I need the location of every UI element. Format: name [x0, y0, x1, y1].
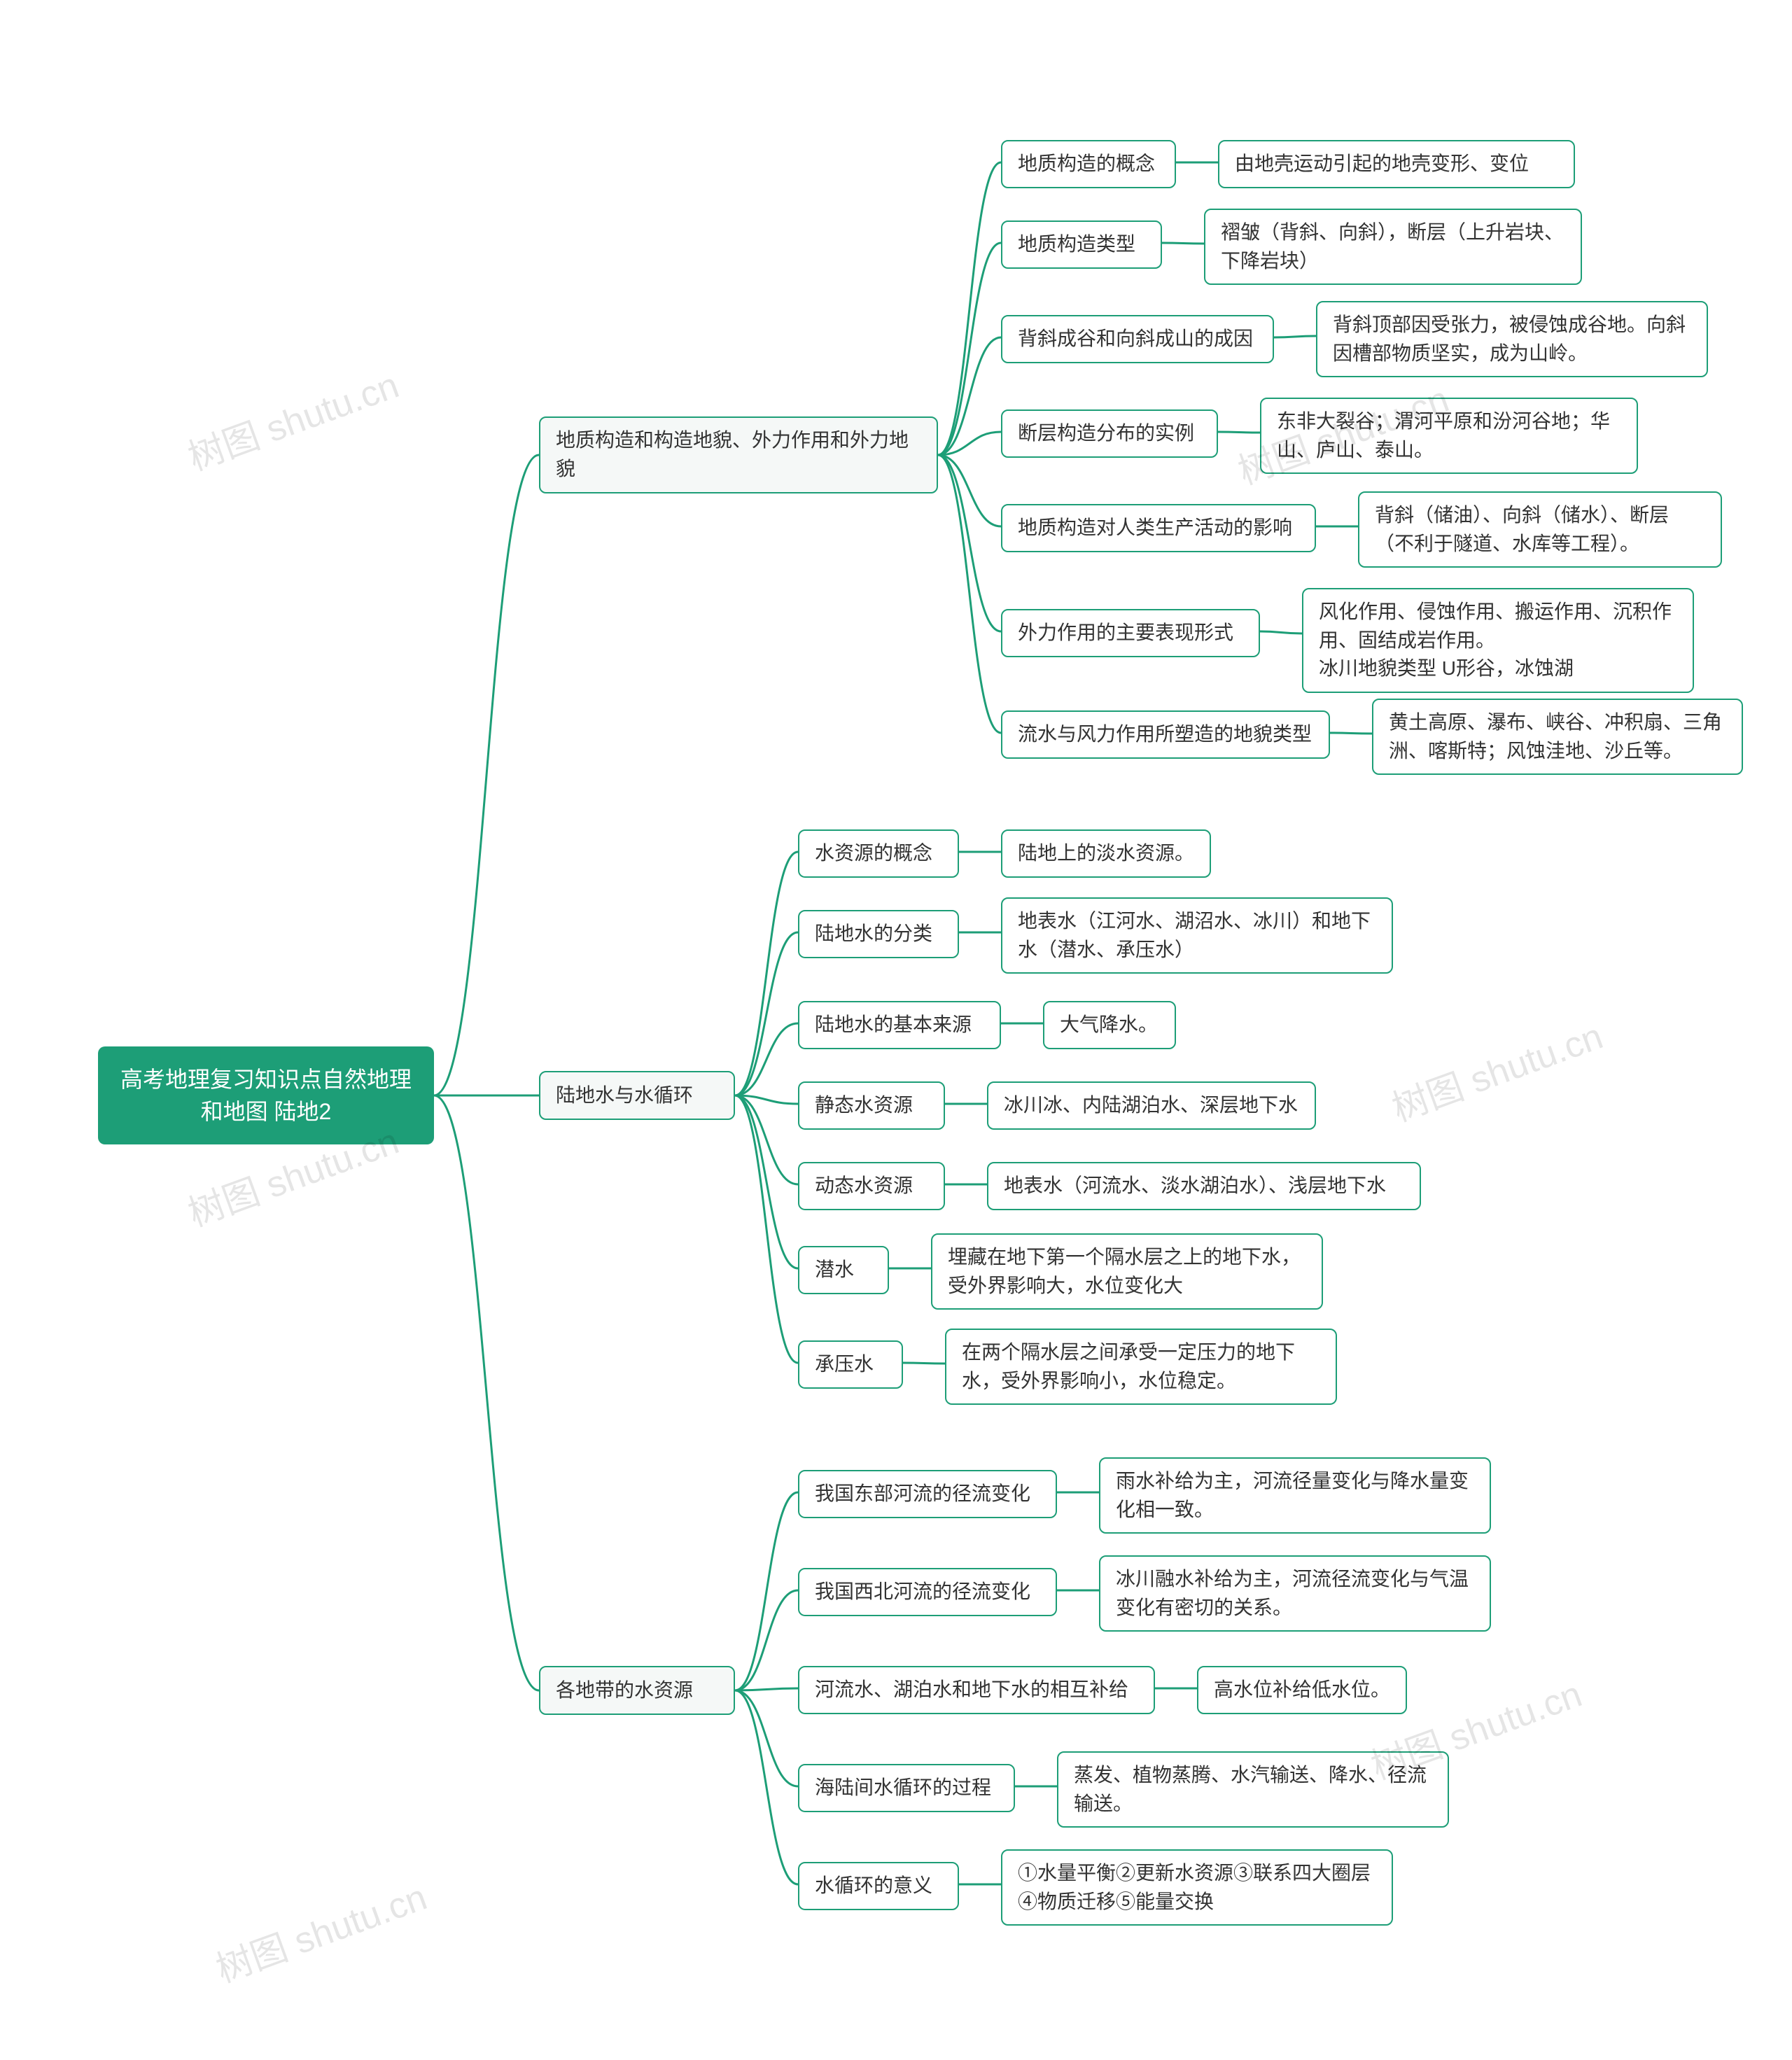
b1c3-leaf: 背斜顶部因受张力，被侵蚀成谷地。向斜因槽部物质坚实，成为山岭。: [1316, 301, 1708, 377]
b2c3-leaf: 大气降水。: [1043, 1001, 1176, 1049]
b1c4: 断层构造分布的实例: [1001, 409, 1218, 458]
b2c6-leaf: 埋藏在地下第一个隔水层之上的地下水，受外界影响大，水位变化大: [931, 1233, 1323, 1310]
b2c1: 水资源的概念: [798, 829, 959, 878]
b1c7-leaf: 黄土高原、瀑布、峡谷、冲积扇、三角洲、喀斯特；风蚀洼地、沙丘等。: [1372, 699, 1743, 775]
b2c7: 承压水: [798, 1340, 903, 1389]
b2c4: 静态水资源: [798, 1081, 945, 1130]
b2c5-leaf: 地表水（河流水、淡水湖泊水）、浅层地下水: [987, 1162, 1421, 1210]
b1c2: 地质构造类型: [1001, 220, 1162, 269]
watermark: 树图 shutu.cn: [208, 1868, 433, 1992]
b2c5: 动态水资源: [798, 1162, 945, 1210]
b3c5: 水循环的意义: [798, 1862, 959, 1910]
b1c4-leaf: 东非大裂谷；渭河平原和汾河谷地；华山、庐山、泰山。: [1260, 398, 1638, 474]
b2c1-leaf: 陆地上的淡水资源。: [1001, 829, 1211, 878]
b3c3: 河流水、湖泊水和地下水的相互补给: [798, 1666, 1155, 1714]
b3c2-leaf: 冰川融水补给为主，河流径流变化与气温变化有密切的关系。: [1099, 1555, 1491, 1632]
watermark: 树图 shutu.cn: [180, 356, 405, 480]
b1c3: 背斜成谷和向斜成山的成因: [1001, 315, 1274, 363]
b3: 各地带的水资源: [539, 1666, 735, 1715]
b1c6-leaf: 风化作用、侵蚀作用、搬运作用、沉积作用、固结成岩作用。 冰川地貌类型 U形谷，冰…: [1302, 588, 1694, 693]
b3c4-leaf: 蒸发、植物蒸腾、水汽输送、降水、径流输送。: [1057, 1751, 1449, 1828]
b3c1-leaf: 雨水补给为主，河流径量变化与降水量变化相一致。: [1099, 1457, 1491, 1534]
b2c2-leaf: 地表水（江河水、湖沼水、冰川）和地下水（潜水、承压水）: [1001, 897, 1393, 974]
b3c1: 我国东部河流的径流变化: [798, 1470, 1057, 1518]
b3c5-leaf: ①水量平衡②更新水资源③联系四大圈层④物质迁移⑤能量交换: [1001, 1849, 1393, 1926]
b2: 陆地水与水循环: [539, 1071, 735, 1120]
b1: 地质构造和构造地貌、外力作用和外力地貌: [539, 416, 938, 493]
root-node: 高考地理复习知识点自然地理和地图 陆地2: [98, 1046, 434, 1144]
b2c3: 陆地水的基本来源: [798, 1001, 1001, 1049]
b3c2: 我国西北河流的径流变化: [798, 1568, 1057, 1616]
watermark: 树图 shutu.cn: [1384, 1007, 1609, 1131]
b1c6: 外力作用的主要表现形式: [1001, 609, 1260, 657]
b2c4-leaf: 冰川冰、内陆湖泊水、深层地下水: [987, 1081, 1316, 1130]
b1c1-leaf: 由地壳运动引起的地壳变形、变位: [1218, 140, 1575, 188]
b3c3-leaf: 高水位补给低水位。: [1197, 1666, 1407, 1714]
b1c7: 流水与风力作用所塑造的地貌类型: [1001, 710, 1330, 759]
b1c5: 地质构造对人类生产活动的影响: [1001, 504, 1316, 552]
mindmap-canvas: 高考地理复习知识点自然地理和地图 陆地2地质构造和构造地貌、外力作用和外力地貌地…: [0, 0, 1792, 2060]
b2c7-leaf: 在两个隔水层之间承受一定压力的地下水，受外界影响小，水位稳定。: [945, 1329, 1337, 1405]
b1c1: 地质构造的概念: [1001, 140, 1176, 188]
b2c6: 潜水: [798, 1246, 889, 1294]
b1c5-leaf: 背斜（储油）、向斜（储水）、断层（不利于隧道、水库等工程）。: [1358, 491, 1722, 568]
b2c2: 陆地水的分类: [798, 910, 959, 958]
b1c2-leaf: 褶皱（背斜、向斜），断层（上升岩块、下降岩块）: [1204, 209, 1582, 285]
b3c4: 海陆间水循环的过程: [798, 1764, 1015, 1812]
